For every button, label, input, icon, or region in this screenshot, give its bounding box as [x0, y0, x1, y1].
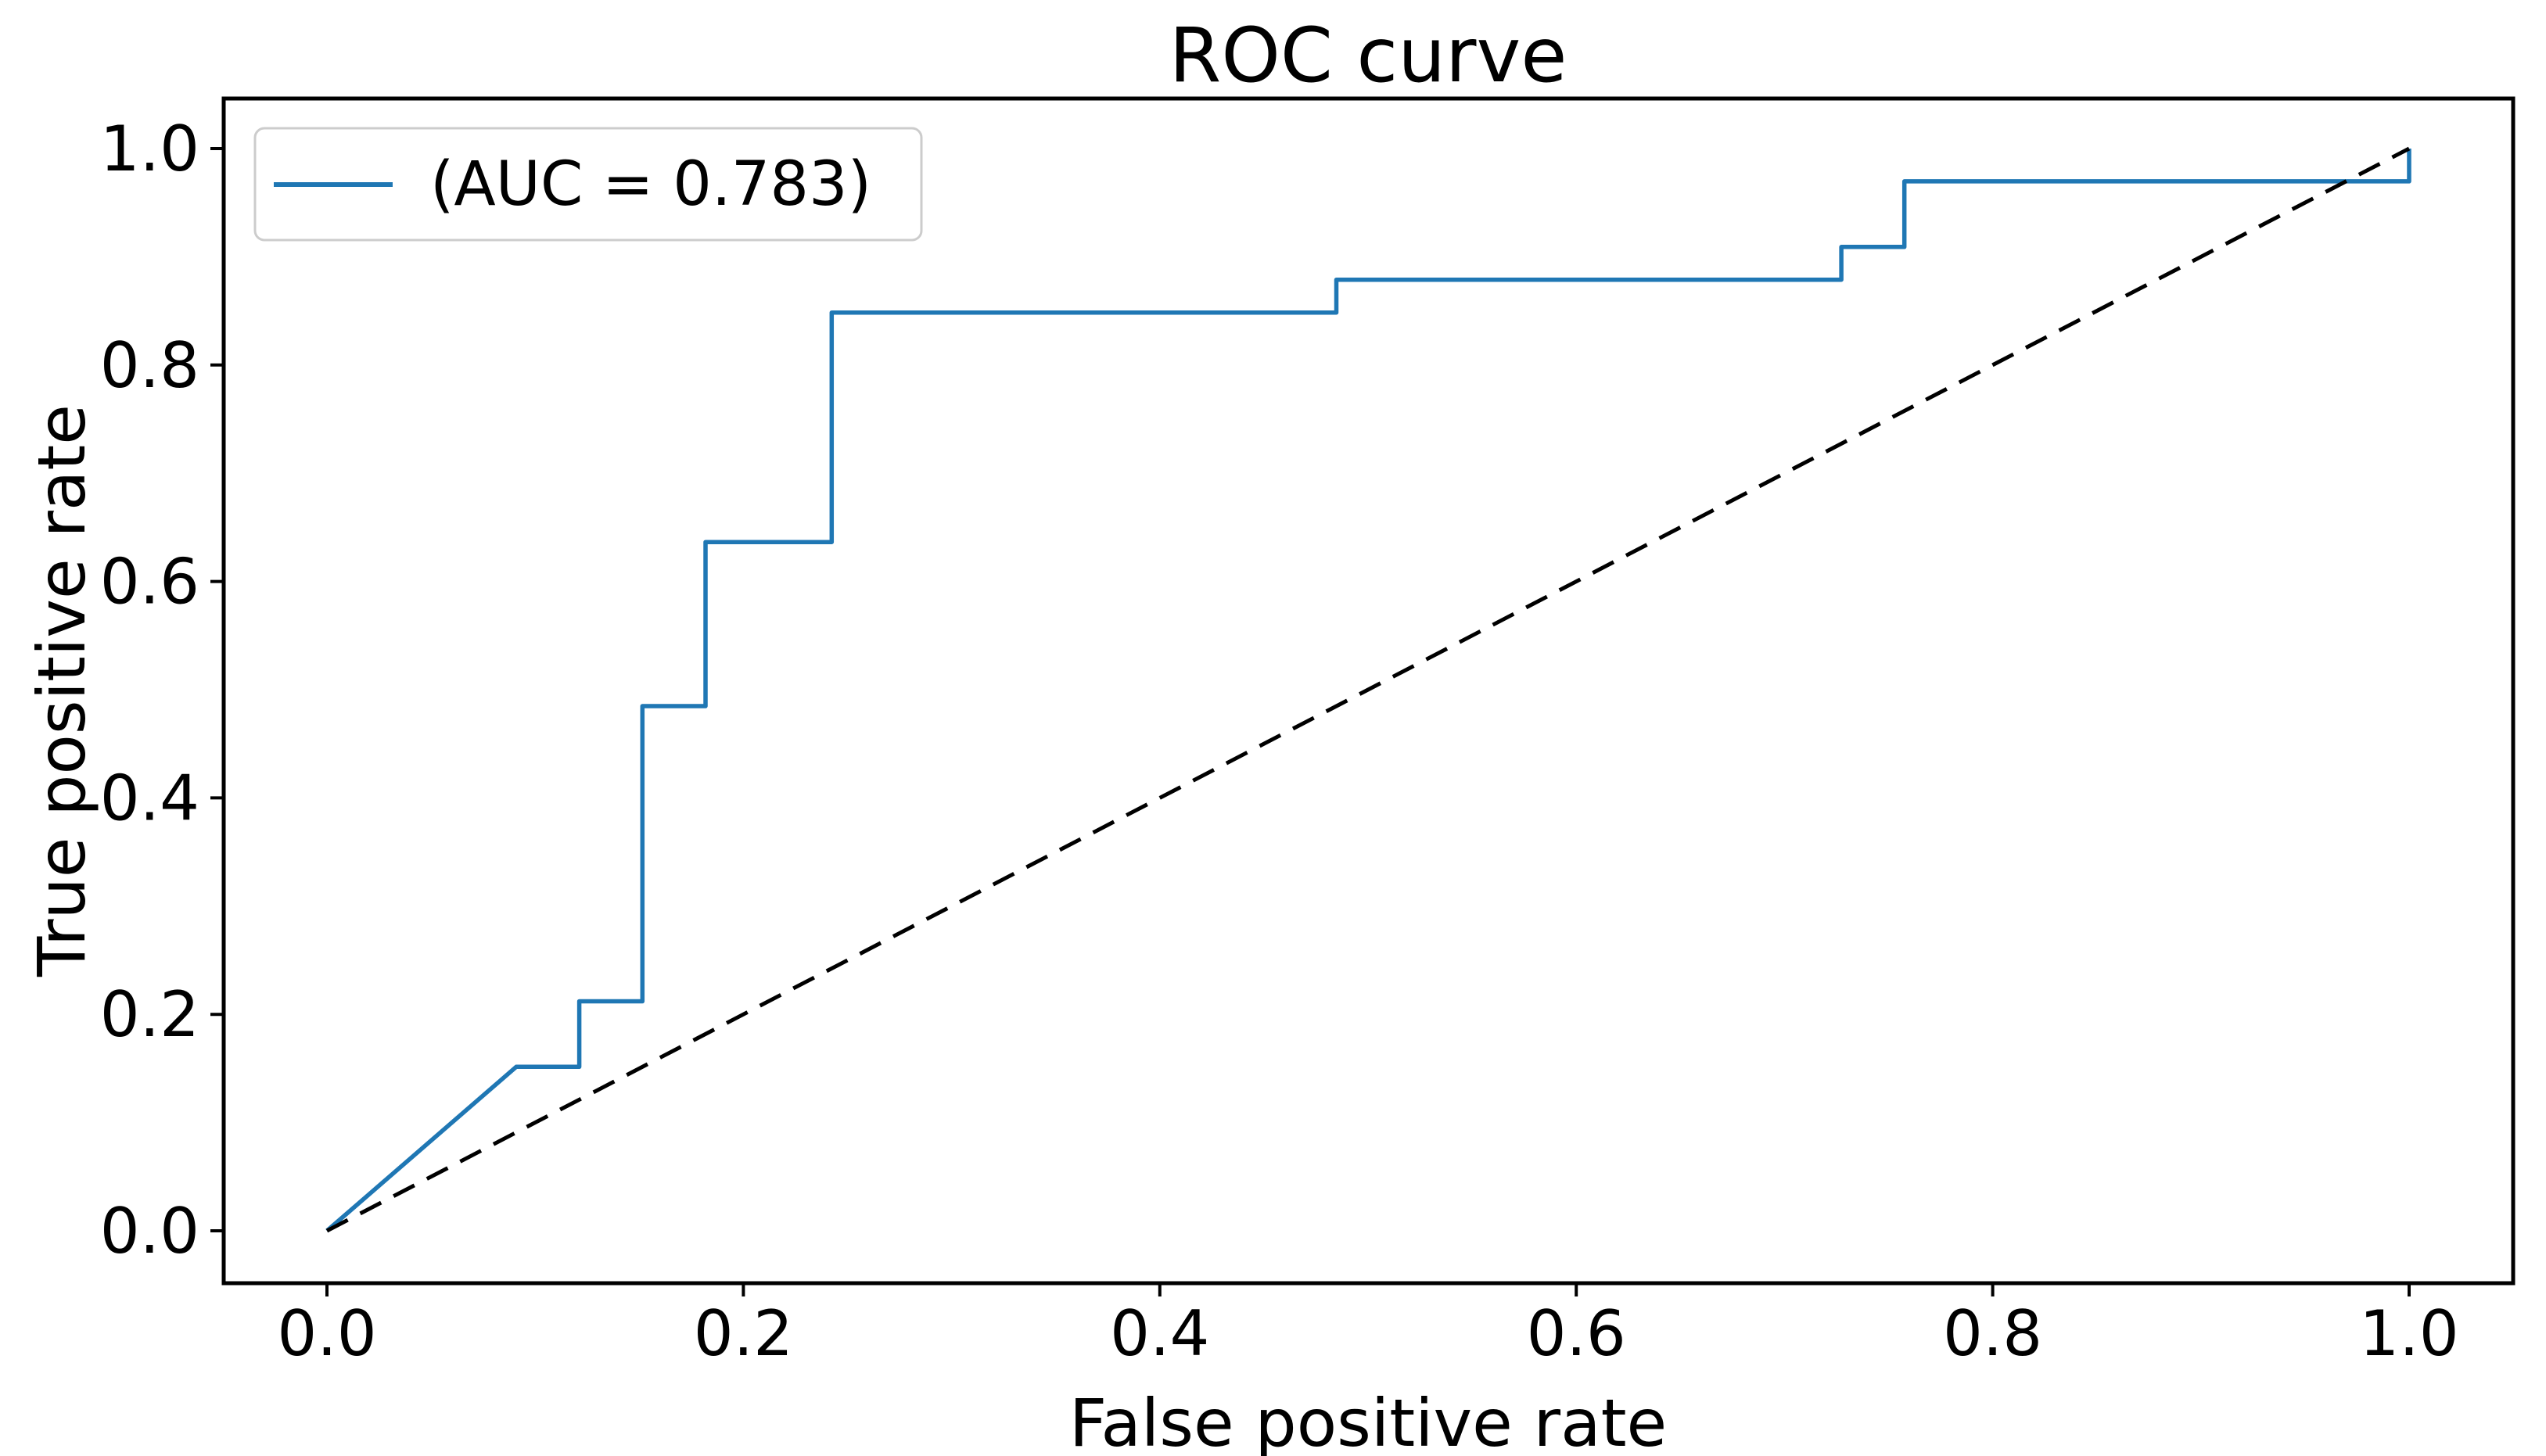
axes-spines [221, 96, 2515, 1286]
x-tick-label: 1.0 [2359, 1297, 2458, 1370]
x-tick-label: 0.6 [1527, 1297, 1626, 1370]
legend: (AUC = 0.783) [253, 127, 923, 242]
x-tick-label: 0.8 [1943, 1297, 2042, 1370]
y-tick-label: 0.2 [100, 978, 199, 1051]
y-tick-label: 0.4 [100, 762, 199, 834]
chance-diagonal-line [325, 146, 2411, 1233]
y-axis-label: True positive rate [23, 404, 100, 977]
y-tick-label: 0.0 [100, 1195, 199, 1268]
y-tick-label: 1.0 [100, 113, 199, 185]
x-tick-label: 0.0 [277, 1297, 376, 1370]
legend-box [253, 127, 923, 242]
x-axis-label: False positive rate [1069, 1385, 1667, 1456]
y-tick-label: 0.6 [100, 546, 199, 619]
x-tick-label: 0.2 [694, 1297, 793, 1370]
x-axis-ticks: 0.0 0.2 0.4 0.6 0.8 1.0 [277, 1283, 2459, 1370]
series-layer [325, 146, 2411, 1233]
roc-curve-line [325, 149, 2411, 1233]
chart-title: ROC curve [1169, 12, 1567, 99]
y-tick-label: 0.8 [100, 329, 199, 402]
y-axis-ticks: 0.0 0.2 0.4 0.6 0.8 1.0 [100, 113, 224, 1268]
x-tick-label: 0.4 [1110, 1297, 1209, 1370]
legend-label: (AUC = 0.783) [430, 149, 871, 220]
